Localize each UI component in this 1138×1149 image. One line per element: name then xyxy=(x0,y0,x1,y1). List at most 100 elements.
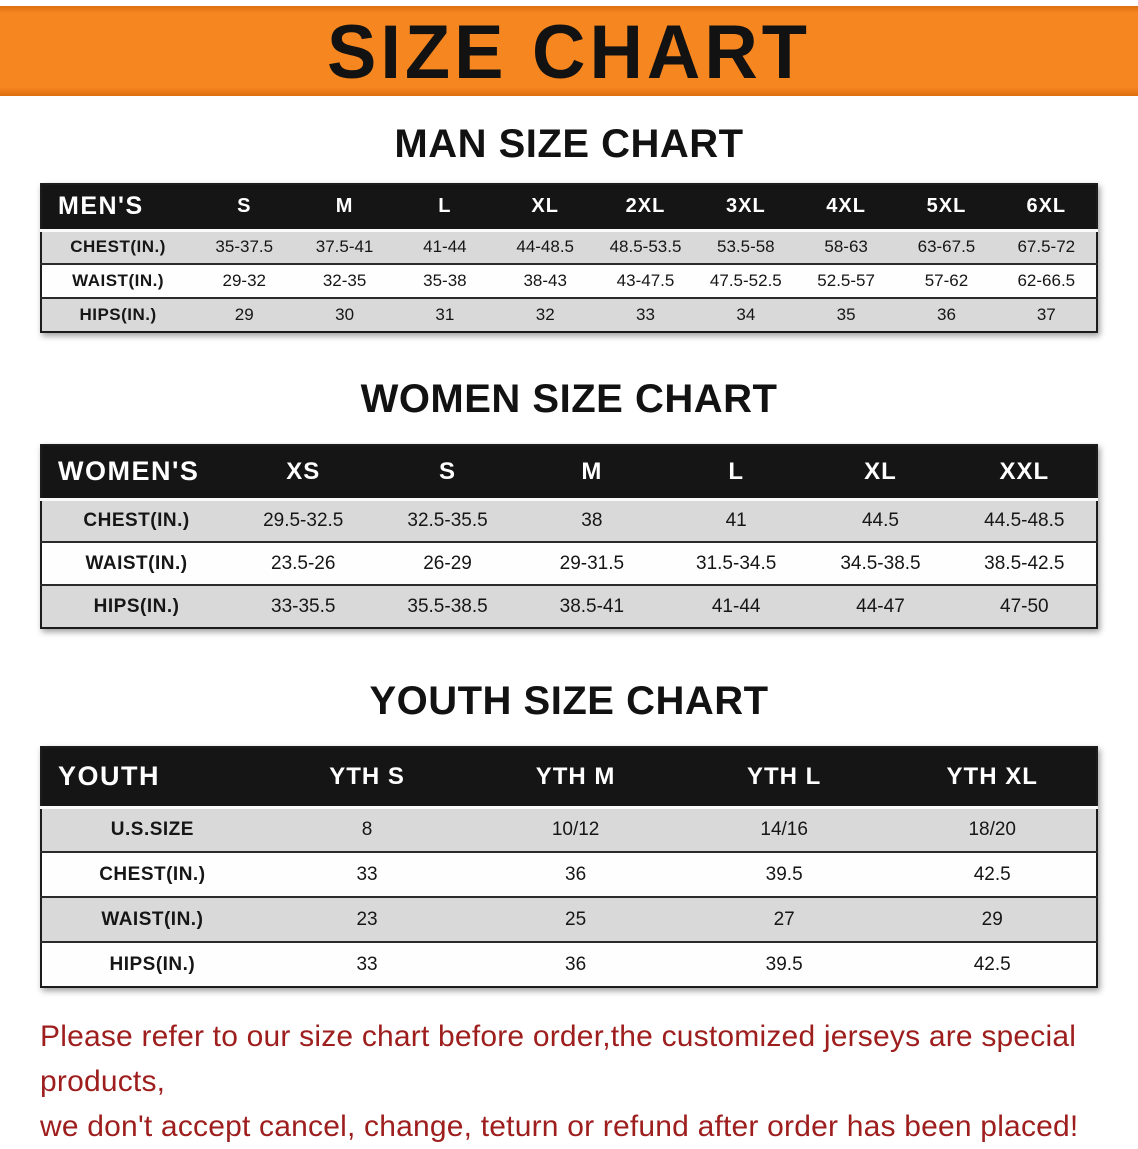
disclaimer-line-2: we don't accept cancel, change, teturn o… xyxy=(40,1110,1079,1143)
row-label: CHEST(IN.) xyxy=(41,852,263,898)
size-value: 53.5-58 xyxy=(695,230,796,265)
banner-title: SIZE CHART xyxy=(327,8,811,94)
row-label: WAIST(IN.) xyxy=(41,264,195,299)
table-row: WAIST(IN.) 23.5-26 26-29 29-31.5 31.5-34.5 34… xyxy=(41,542,1097,586)
size-value: 36 xyxy=(936,305,956,324)
size-column-header: XXL xyxy=(952,445,1097,501)
size-value: 44-47 xyxy=(856,595,905,617)
size-value: 33-35.5 xyxy=(271,595,336,617)
size-value: 41-44 xyxy=(711,595,761,617)
women-table-body: CHEST(IN.) 29.5-32.5 32.5-35.5 38 41 44.5 44.5… xyxy=(41,499,1097,628)
size-value: 14/16 xyxy=(679,807,889,853)
size-column-header: 6XL xyxy=(996,184,1097,232)
women-table-header: WOMEN'S XS S M L XL XXL xyxy=(41,445,1097,501)
size-value: 44.5 xyxy=(808,499,953,543)
size-value: 44-48.5 xyxy=(495,230,596,265)
row-label: HIPS(IN.) xyxy=(79,305,157,324)
table-header-row: WOMEN'S XS S M L XL XXL xyxy=(41,445,1097,501)
size-value: 39.5 xyxy=(765,953,803,975)
row-label: HIPS(IN.) xyxy=(93,595,180,617)
size-value: 35 xyxy=(836,305,856,324)
size-value: 38.5-41 xyxy=(559,595,625,617)
table-corner-label: MEN'S xyxy=(41,184,195,232)
table-header-row: MEN'S S M L XL 2XL 3XL 4XL 5XL 6XL xyxy=(41,184,1097,232)
size-column-header: L xyxy=(664,445,809,501)
table-row: HIPS(IN.) 33 36 39.5 42.5 xyxy=(41,942,1097,987)
size-value: 31 xyxy=(435,305,455,324)
youth-size-table: YOUTH YTH S YTH M YTH L YTH XL U.S.SIZE 8 10/1… xyxy=(40,746,1098,988)
size-value: 41-44 xyxy=(394,230,496,265)
table-corner-label: WOMEN'S xyxy=(41,445,232,501)
size-value: 10/12 xyxy=(471,807,680,853)
size-value: 37 xyxy=(1036,305,1056,324)
table-row: U.S.SIZE 8 10/12 14/16 18/20 xyxy=(41,807,1097,853)
size-column-header: L xyxy=(394,184,496,232)
size-value: 30 xyxy=(335,305,355,324)
size-value: 33 xyxy=(636,305,655,324)
men-table-body: CHEST(IN.) 35-37.5 37.5-41 41-44 44-48.5 48.5… xyxy=(41,230,1097,332)
size-column-header: YTH S xyxy=(262,747,472,809)
size-column-header: M xyxy=(519,445,665,501)
size-value: 32.5-35.5 xyxy=(375,499,520,543)
size-value: 29 xyxy=(234,305,254,324)
size-value: 67.5-72 xyxy=(996,230,1097,265)
youth-size-chart-heading: YOUTH SIZE CHART xyxy=(369,679,769,723)
size-value: 27 xyxy=(679,897,889,943)
size-value: 31.5-34.5 xyxy=(664,542,809,586)
size-value: 37.5-41 xyxy=(294,230,395,265)
size-value: 35.5-38.5 xyxy=(407,595,488,617)
size-value: 38 xyxy=(519,499,665,543)
table-row: CHEST(IN.) 33 36 39.5 42.5 xyxy=(41,852,1097,898)
women-size-table: WOMEN'S XS S M L XL XXL CHEST(IN.) 29.5-32.5 32.… xyxy=(40,444,1098,629)
disclaimer-note: Please refer to our size chart before or… xyxy=(40,1014,1098,1149)
size-value: 38-43 xyxy=(495,264,596,299)
size-chart-banner: SIZE CHART xyxy=(0,6,1138,96)
men-section: MAN SIZE CHART MEN'S S M L XL 2XL 3XL 4XL 5XL 6XL… xyxy=(0,122,1138,333)
size-value: 32 xyxy=(535,305,555,324)
size-value: 42.5 xyxy=(888,852,1097,898)
row-label: U.S.SIZE xyxy=(41,807,263,853)
size-value: 33 xyxy=(356,953,378,975)
size-value: 25 xyxy=(471,897,680,943)
size-column-header: S xyxy=(375,445,520,501)
row-label: CHEST(IN.) xyxy=(41,499,232,543)
table-corner-label: YOUTH xyxy=(41,747,263,809)
size-column-header: 2XL xyxy=(595,184,696,232)
youth-table-body: U.S.SIZE 8 10/12 14/16 18/20 CHEST(IN.) 33 36 39… xyxy=(41,807,1097,987)
size-value: 39.5 xyxy=(679,852,889,898)
women-size-chart-heading: WOMEN SIZE CHART xyxy=(360,377,778,421)
size-value: 29 xyxy=(888,897,1097,943)
youth-section: YOUTH SIZE CHART YOUTH YTH S YTH M YTH L YTH… xyxy=(0,679,1138,988)
size-value: 34 xyxy=(736,305,756,324)
disclaimer-line-1: Please refer to our size chart before or… xyxy=(40,1020,1077,1098)
size-value: 52.5-57 xyxy=(795,264,897,299)
size-column-header: YTH L xyxy=(679,747,889,809)
table-row: CHEST(IN.) 29.5-32.5 32.5-35.5 38 41 44.5 44.5… xyxy=(41,499,1097,543)
men-size-table: MEN'S S M L XL 2XL 3XL 4XL 5XL 6XL CHEST(IN.) 35-3… xyxy=(40,183,1098,333)
size-value: 63-67.5 xyxy=(896,230,997,265)
size-value: 29.5-32.5 xyxy=(231,499,376,543)
row-label: CHEST(IN.) xyxy=(41,230,195,265)
youth-table-header: YOUTH YTH S YTH M YTH L YTH XL xyxy=(41,747,1097,809)
size-value: 43-47.5 xyxy=(595,264,696,299)
size-value: 35-38 xyxy=(394,264,496,299)
table-header-row: YOUTH YTH S YTH M YTH L YTH XL xyxy=(41,747,1097,809)
row-label: WAIST(IN.) xyxy=(41,897,263,943)
size-column-header: XL xyxy=(808,445,953,501)
size-value: 42.5 xyxy=(973,953,1011,975)
size-value: 23.5-26 xyxy=(231,542,376,586)
size-column-header: 5XL xyxy=(896,184,997,232)
man-size-chart-heading: MAN SIZE CHART xyxy=(394,122,744,166)
table-row: HIPS(IN.) 29 30 31 32 33 34 35 36 37 xyxy=(41,298,1097,332)
size-value: 32-35 xyxy=(294,264,395,299)
table-row: WAIST(IN.) 29-32 32-35 35-38 38-43 43-47.5 47.… xyxy=(41,264,1097,299)
size-value: 41 xyxy=(664,499,809,543)
size-value: 29-32 xyxy=(194,264,295,299)
size-column-header: M xyxy=(294,184,395,232)
row-label: WAIST(IN.) xyxy=(41,542,232,586)
size-value: 23 xyxy=(262,897,472,943)
size-value: 36 xyxy=(565,953,587,975)
size-column-header: XL xyxy=(495,184,596,232)
size-column-header: XS xyxy=(231,445,376,501)
size-value: 58-63 xyxy=(795,230,897,265)
